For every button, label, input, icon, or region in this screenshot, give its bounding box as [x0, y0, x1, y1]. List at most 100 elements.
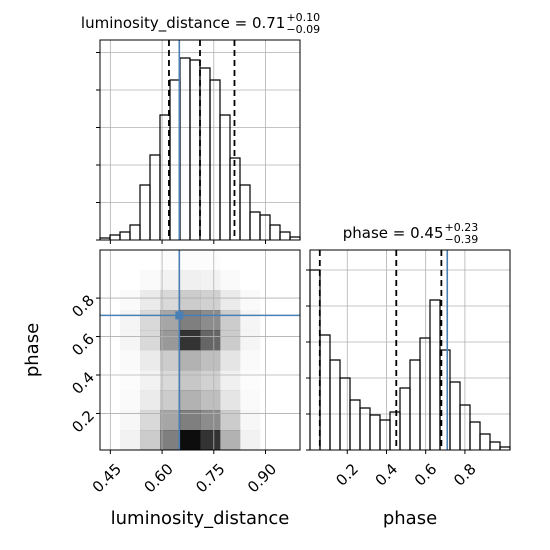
density-cell — [120, 410, 140, 430]
density-cell — [240, 370, 260, 390]
density-cell — [200, 270, 221, 291]
density-cell — [260, 290, 280, 310]
density-cell — [200, 330, 221, 351]
density-cell — [140, 430, 161, 451]
hist-step — [249, 211, 261, 240]
density-cell — [180, 270, 201, 291]
density-cell — [280, 330, 300, 350]
density-cell — [240, 250, 260, 270]
hist-step — [189, 59, 201, 240]
density-cell — [200, 350, 221, 371]
density-cell — [140, 410, 161, 431]
density-cell — [260, 330, 280, 350]
density-cell — [180, 430, 201, 451]
density-cell — [240, 410, 260, 430]
density-cell — [220, 290, 241, 311]
hist-step — [329, 359, 341, 450]
hist-step — [309, 269, 321, 450]
density-cell — [140, 370, 161, 391]
hist-step — [489, 441, 501, 450]
density-cell — [220, 370, 241, 391]
title-upper: +0.23 — [445, 221, 479, 234]
density-cell — [280, 410, 300, 430]
hist-step — [269, 224, 281, 240]
density-cell — [280, 270, 300, 290]
hist-step — [199, 67, 211, 240]
title-lower: −0.39 — [445, 233, 479, 246]
density-cell — [280, 250, 300, 270]
density-cell — [220, 430, 241, 451]
density-cell — [160, 350, 181, 371]
density-cell — [140, 330, 161, 351]
density-cell — [200, 290, 221, 311]
density-cell — [200, 370, 221, 391]
density-cell — [220, 250, 240, 270]
density-cell — [160, 250, 180, 270]
density-cell — [280, 290, 300, 310]
density-cell — [240, 310, 261, 331]
hist-step — [429, 299, 441, 450]
density-cell — [220, 410, 241, 431]
y-tick-label: 0.2 — [68, 407, 98, 437]
hist-step — [349, 399, 361, 450]
density-cell — [120, 270, 140, 290]
density-cell — [120, 250, 140, 270]
density-cell — [120, 430, 141, 451]
title-upper: +0.10 — [286, 11, 320, 24]
panel-title: phase = 0.45 — [343, 224, 444, 242]
hist-step — [379, 419, 391, 450]
density-cell — [220, 270, 240, 290]
x-tick-label: 0.2 — [332, 460, 362, 490]
density-cell — [280, 390, 300, 410]
density-cell — [180, 250, 200, 270]
x-tick-label: 0.8 — [450, 460, 480, 490]
density-cell — [220, 310, 241, 331]
density-cell — [280, 430, 300, 450]
density-cell — [180, 390, 201, 411]
hist-step — [259, 214, 271, 240]
panel-title: luminosity_distance = 0.71 — [81, 14, 285, 33]
x-tick-label: 0.90 — [244, 460, 280, 496]
density-cell — [200, 310, 221, 331]
x-tick-label: 0.4 — [372, 460, 402, 490]
x-tick-label: 0.6 — [411, 460, 441, 490]
hist-step — [169, 79, 181, 240]
hist-step — [469, 421, 481, 450]
density-cell — [160, 330, 181, 351]
panel-frame — [99, 249, 301, 451]
density-cell — [120, 330, 141, 351]
density-cell — [200, 410, 221, 431]
hist-step — [479, 433, 491, 450]
density-cell — [240, 330, 261, 351]
density-cell — [220, 330, 241, 351]
hist-step — [109, 234, 121, 240]
hist-step — [279, 231, 291, 240]
density-cell — [120, 390, 140, 410]
hist-step — [149, 154, 161, 240]
hist-step — [399, 387, 411, 450]
density-cell — [240, 270, 260, 290]
density-cell — [200, 390, 221, 411]
density-cell — [280, 370, 300, 390]
density-cell — [140, 390, 161, 411]
hist-step — [239, 184, 251, 240]
density-cell — [160, 410, 181, 431]
density-cell — [160, 390, 181, 411]
density-cell — [240, 430, 261, 451]
y-tick-label: 0.4 — [68, 368, 98, 398]
density-cell — [260, 310, 280, 330]
density-cell — [260, 390, 280, 410]
hist-step — [139, 184, 151, 240]
hist-step — [119, 231, 131, 240]
y-tick-label: 0.8 — [68, 291, 98, 321]
hist-step — [369, 414, 381, 450]
hist-step — [319, 334, 331, 450]
panel-frame — [309, 249, 511, 451]
panel-frame — [99, 39, 301, 241]
density-cell — [280, 350, 300, 370]
density-cell — [160, 270, 181, 291]
density-cell — [160, 290, 181, 311]
y-axis-label: phase — [22, 323, 43, 377]
density-cell — [280, 310, 300, 330]
